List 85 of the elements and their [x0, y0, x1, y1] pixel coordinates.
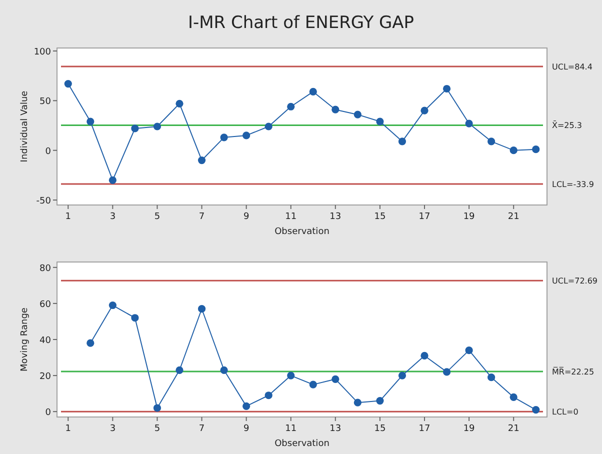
point: [198, 156, 206, 164]
x-tick-label: 17: [418, 212, 430, 222]
point: [465, 120, 473, 128]
y-tick-label: 60: [40, 300, 52, 310]
x-tick-label: 21: [508, 212, 520, 222]
x-tick-label: 3: [110, 424, 116, 434]
y-tick-label: 0: [45, 146, 52, 157]
point: [309, 88, 317, 96]
point: [510, 146, 518, 154]
point: [488, 138, 496, 146]
point: [153, 404, 162, 412]
point: [220, 134, 228, 142]
point: [264, 122, 272, 130]
point: [332, 375, 340, 383]
point: [442, 368, 451, 376]
y-tick-label: 20: [40, 372, 52, 382]
point: [198, 305, 206, 313]
point: [488, 374, 496, 382]
point: [64, 80, 72, 88]
point: [153, 122, 162, 130]
y-tick-label: 0: [45, 408, 52, 418]
point: [108, 176, 116, 184]
point: [376, 396, 384, 405]
ref-line-label: M̅R̅=22.25: [552, 366, 594, 376]
point: [108, 301, 116, 310]
point: [442, 84, 451, 93]
y-tick-label: 50: [40, 97, 52, 108]
point: [465, 346, 473, 354]
x-tick-label: 21: [508, 424, 520, 434]
point: [86, 339, 94, 347]
point: [420, 106, 428, 114]
point: [287, 102, 295, 110]
y-tick-label: 80: [40, 264, 52, 274]
point: [532, 406, 540, 414]
x-tick-label: 11: [285, 424, 297, 434]
x-tick-label: 11: [285, 212, 297, 222]
point: [242, 132, 250, 140]
point: [398, 138, 406, 146]
point: [510, 393, 518, 401]
point: [309, 380, 317, 388]
point: [287, 372, 295, 380]
ref-line-label: X̄=25.3: [552, 120, 582, 130]
point: [131, 314, 139, 322]
point: [376, 118, 384, 126]
x-tick-label: 1: [65, 424, 72, 434]
x-tick-label: 5: [154, 212, 160, 222]
ref-line-label: LCL=0: [552, 408, 578, 417]
point: [420, 352, 428, 360]
point: [398, 372, 406, 380]
x-tick-label: 3: [110, 212, 116, 222]
point: [176, 100, 184, 108]
x-axis-title: Observation: [274, 439, 330, 449]
y-axis-title: Individual Value: [20, 90, 30, 162]
x-tick-label: 9: [243, 424, 250, 434]
point: [176, 366, 184, 374]
y-tick-label: -50: [36, 196, 52, 207]
y-tick-label: 100: [34, 47, 52, 58]
point: [354, 110, 362, 118]
x-tick-label: 15: [374, 424, 386, 434]
point: [131, 124, 139, 132]
x-tick-label: 19: [463, 212, 476, 222]
x-tick-label: 13: [330, 212, 342, 222]
x-tick-label: 13: [330, 424, 342, 434]
point: [86, 118, 94, 126]
point: [264, 392, 272, 400]
y-axis-title: Moving Range: [20, 307, 30, 372]
y-tick-label: 40: [40, 336, 52, 346]
x-tick-label: 7: [198, 212, 205, 222]
point: [532, 146, 540, 154]
ref-line-label: LCL=-33.9: [552, 180, 594, 190]
point: [354, 398, 362, 406]
point: [332, 106, 340, 114]
ref-line-label: UCL=84.4: [552, 62, 592, 72]
x-tick-label: 17: [418, 424, 430, 434]
point: [220, 366, 228, 374]
x-tick-label: 5: [154, 424, 160, 434]
ref-line-label: UCL=72.69: [552, 276, 598, 286]
x-axis-title: Observation: [274, 227, 330, 237]
x-tick-label: 7: [198, 424, 205, 434]
x-tick-label: 9: [243, 212, 250, 222]
x-tick-label: 15: [374, 212, 386, 222]
x-tick-label: 19: [463, 424, 476, 434]
x-tick-label: 1: [65, 212, 72, 222]
chart-title: I-MR Chart of ENERGY GAP: [188, 13, 414, 33]
point: [242, 402, 250, 410]
